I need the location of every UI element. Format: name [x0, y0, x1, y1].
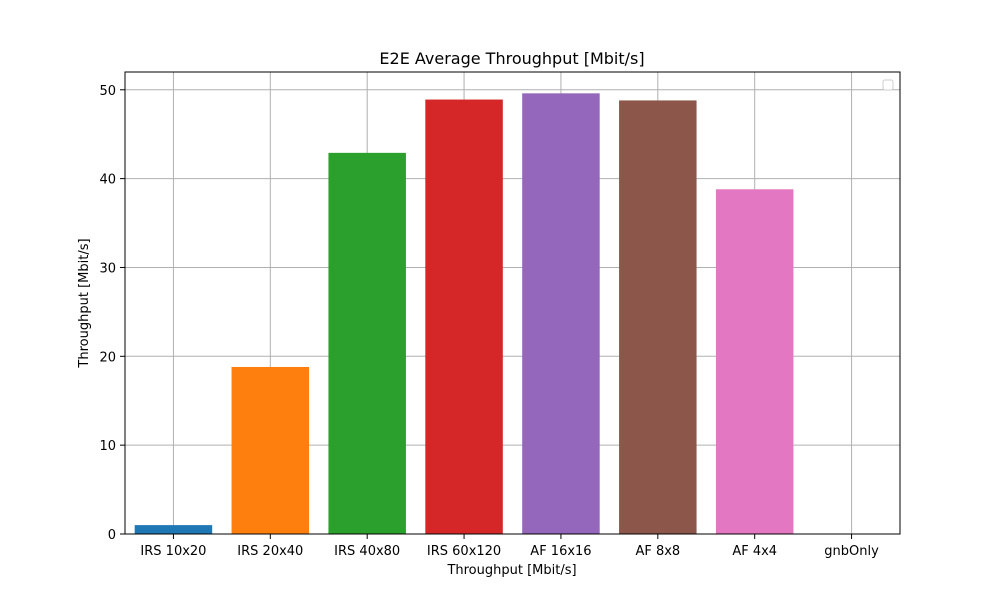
x-tick-label: IRS 60x120: [427, 544, 501, 559]
bar: [522, 93, 600, 535]
x-tick-label: AF 8x8: [635, 544, 680, 559]
x-tick-label: IRS 20x40: [237, 544, 303, 559]
chart-title: E2E Average Throughput [Mbit/s]: [379, 49, 644, 68]
y-tick-label: 50: [99, 84, 116, 99]
y-tick-label: 0: [108, 528, 116, 543]
y-tick-label: 30: [99, 261, 116, 276]
tick-layer: 0 10 20 30 40 50 IRS 10x20 IRS 20x40 IRS 40x80 IR…: [99, 84, 879, 559]
x-tick-label: IRS 40x80: [334, 544, 400, 559]
bar: [425, 99, 503, 535]
x-axis-label: Throughput [Mbit/s]: [446, 563, 576, 578]
y-axis-label: Throughput [Mbit/s]: [77, 238, 92, 368]
x-tick-label: IRS 10x20: [140, 544, 206, 559]
bar: [328, 152, 406, 534]
x-tick-label: AF 4x4: [732, 544, 777, 559]
legend-box: [882, 79, 894, 91]
bar: [619, 100, 697, 534]
y-tick-label: 20: [99, 350, 116, 365]
y-tick-label: 40: [99, 173, 116, 188]
x-tick-label: gnbOnly: [824, 544, 879, 559]
bar: [715, 189, 794, 534]
plot-frame: [124, 71, 901, 535]
bar-layer: [134, 93, 794, 535]
y-tick-label: 10: [99, 439, 116, 454]
x-tick-label: AF 16x16: [530, 544, 591, 559]
bar: [134, 525, 213, 534]
bar: [231, 366, 310, 534]
